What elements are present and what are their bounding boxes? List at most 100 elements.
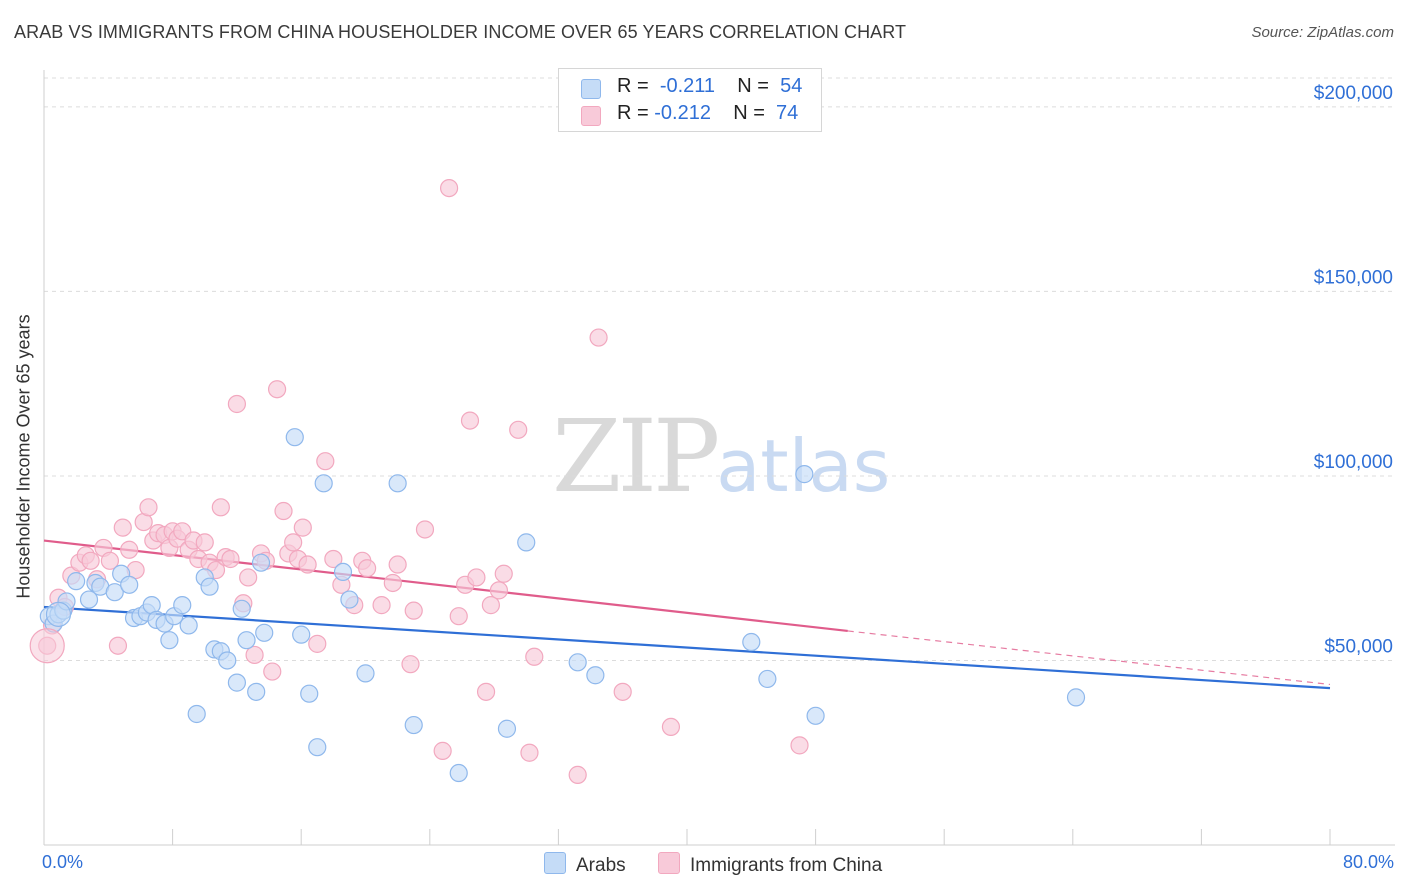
china-point [568, 765, 587, 784]
axes [43, 70, 1395, 846]
china-point [221, 549, 240, 569]
china-point [460, 411, 480, 430]
china-point [227, 394, 246, 414]
y-tick-label: $150,000 [1314, 267, 1393, 288]
arabs-point [218, 651, 237, 670]
arabs-point [308, 738, 327, 757]
china-point [383, 573, 402, 593]
arabs-point [251, 553, 271, 572]
arabs-point [742, 632, 761, 652]
stats-legend: R = -0.211 N = 54 R = -0.212 N = 74 [558, 68, 822, 132]
arabs-point [568, 653, 587, 672]
china-point [481, 596, 500, 615]
china-point [525, 647, 544, 666]
arabs-point [333, 562, 353, 582]
y-axis-label: Householder Income Over 65 years [13, 314, 34, 599]
arabs-point [1066, 688, 1086, 707]
china-point [401, 655, 420, 674]
china-point [195, 533, 214, 552]
arabs-point [340, 590, 359, 609]
zipatlas-watermark: ZIPatlas [552, 398, 890, 515]
china-point [404, 601, 423, 620]
china-point [489, 581, 509, 600]
arabs-point [758, 669, 777, 689]
china-point [790, 736, 809, 755]
china-n-value: 74 [776, 102, 799, 124]
china-point [661, 717, 681, 737]
china-point [467, 568, 486, 587]
china-point [388, 555, 407, 574]
arabs-point [314, 474, 333, 493]
arabs-point [173, 596, 192, 615]
arabs-r-value: -0.211 [659, 75, 716, 97]
arabs-point [497, 719, 517, 738]
china-point [284, 533, 303, 552]
arabs-point [179, 616, 198, 635]
arabs-point [517, 533, 536, 552]
china-point [433, 741, 452, 760]
arabs-r-label: R = [617, 75, 649, 97]
arabs-point [795, 465, 814, 484]
legend-arabs-swatch [544, 852, 566, 874]
china-point [358, 559, 377, 578]
arabs-point [200, 577, 219, 596]
china-point [100, 551, 120, 570]
china-point [589, 328, 608, 347]
arabs-point [160, 631, 179, 650]
arabs-point [237, 631, 256, 650]
china-point [509, 420, 528, 439]
arabs-point [806, 706, 825, 725]
legend-china-swatch [658, 852, 680, 874]
trend-lines [43, 539, 1331, 690]
china-r-label: R = [617, 102, 649, 124]
arabs-point-cluster [45, 601, 72, 627]
arabs-point [292, 625, 311, 644]
legend-arabs-label: Arabs [576, 855, 626, 876]
watermark-zip: ZIP [552, 398, 720, 515]
china-swatch [581, 106, 601, 126]
arabs-point [404, 715, 423, 735]
china-point [293, 518, 312, 537]
china-point [324, 549, 343, 569]
china-point-cluster [29, 628, 65, 664]
legend-item-arabs[interactable]: Arabs [544, 852, 626, 877]
y-tick-label: $100,000 [1314, 452, 1393, 473]
china-point [476, 682, 496, 701]
arabs-point [187, 704, 206, 724]
legend-item-china[interactable]: Immigrants from China [658, 852, 882, 877]
chart-title: ARAB VS IMMIGRANTS FROM CHINA HOUSEHOLDE… [14, 22, 907, 42]
china-point [520, 743, 539, 762]
china-point [81, 551, 100, 570]
china-point [494, 564, 513, 583]
china-point [613, 682, 632, 701]
x-tick-min: 0.0% [42, 852, 84, 872]
china-point [298, 555, 317, 574]
china-point [239, 568, 258, 587]
china-point [211, 498, 230, 517]
china-point [308, 634, 327, 653]
arabs-point [232, 599, 251, 618]
arabs-point [300, 684, 319, 703]
arabs-point [285, 428, 304, 447]
china-n-label: N = [733, 102, 765, 124]
arabs-point [388, 474, 407, 493]
data-points [29, 178, 1086, 784]
china-point [120, 540, 139, 559]
trend-line-immigrants-from-china [43, 539, 848, 633]
arabs-point [105, 583, 124, 602]
arabs-point [227, 673, 246, 692]
arabs-point [120, 575, 139, 594]
china-point [113, 518, 132, 537]
china-r-value: -0.212 [654, 102, 711, 124]
china-point [415, 520, 435, 539]
china-point [439, 178, 459, 198]
china-point [449, 607, 468, 626]
china-point [108, 636, 128, 655]
legend-china-label: Immigrants from China [690, 855, 883, 876]
arabs-point [67, 572, 86, 591]
arabs-point [449, 763, 468, 783]
china-point [245, 645, 264, 665]
trend-line-extension [847, 630, 1331, 686]
arabs-swatch [581, 79, 601, 99]
